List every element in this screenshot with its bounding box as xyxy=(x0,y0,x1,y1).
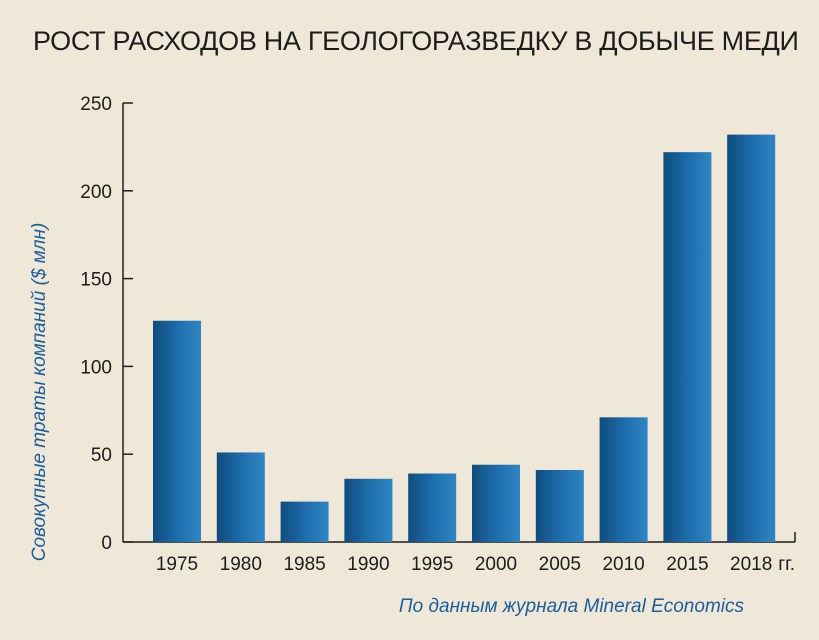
bar-1985 xyxy=(280,501,329,542)
x-tick-label: 1975 xyxy=(156,554,198,575)
y-tick-label: 200 xyxy=(80,182,112,203)
x-tick-label: 1995 xyxy=(411,554,453,575)
x-tick-label: 2018 xyxy=(730,554,772,575)
x-tick-label: 2015 xyxy=(666,554,708,575)
bar-2010 xyxy=(599,417,648,542)
y-tick-label: 100 xyxy=(80,357,112,378)
bar-2015 xyxy=(663,152,712,542)
y-tick-label: 250 xyxy=(80,94,112,115)
y-tick-label: 50 xyxy=(91,445,112,466)
source-note: По данным журнала Mineral Economics xyxy=(398,596,744,617)
bar-1990 xyxy=(344,478,393,542)
bar-2000 xyxy=(472,464,520,542)
x-tick-label: 2000 xyxy=(475,554,517,575)
y-tick-label: 150 xyxy=(80,270,112,291)
bar-1975 xyxy=(153,320,201,542)
bar-1995 xyxy=(408,473,457,542)
x-unit-label: гг. xyxy=(778,554,795,575)
tick-labels: 0 50 100 150 200 250 1975 1980 1985 1990 1995 2000 2… xyxy=(80,94,795,575)
bar-1980 xyxy=(216,452,265,542)
x-tick-label: 1985 xyxy=(283,554,325,575)
x-tick-label: 2005 xyxy=(539,554,581,575)
bars xyxy=(153,134,776,542)
x-tick-label: 1980 xyxy=(220,554,262,575)
chart-title: РОСТ РАСХОДОВ НА ГЕОЛОГОРАЗВЕДКУ В ДОБЫЧ… xyxy=(33,26,799,56)
bar-2005 xyxy=(535,470,584,542)
x-tick-label: 1990 xyxy=(347,554,389,575)
y-tick-label: 0 xyxy=(101,533,112,554)
x-tick-label: 2010 xyxy=(602,554,644,575)
bar-2018 xyxy=(727,134,776,542)
